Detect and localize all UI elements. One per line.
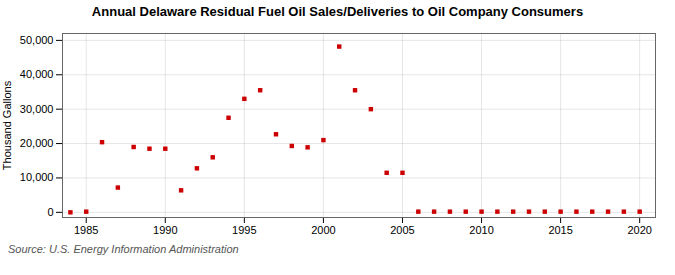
svg-text:1995: 1995 xyxy=(232,224,256,236)
svg-text:2020: 2020 xyxy=(627,224,651,236)
html-text:Annual Delaware Residual Fuel: Annual Delaware Residual Fuel Oil Sales/… xyxy=(91,4,584,19)
svg-text:50,000: 50,000 xyxy=(20,34,54,46)
svg-text:10,000: 10,000 xyxy=(20,171,54,183)
svg-text:20,000: 20,000 xyxy=(20,137,54,149)
svg-text:0: 0 xyxy=(47,206,53,218)
svg-text:Thousand Gallons: Thousand Gallons xyxy=(1,80,13,170)
svg-text:2015: 2015 xyxy=(548,224,572,236)
svg-text:40,000: 40,000 xyxy=(20,68,54,80)
svg-text:30,000: 30,000 xyxy=(20,103,54,115)
html-text:Source: U.S. Energy Informatio: Source: U.S. Energy Information Administ… xyxy=(8,243,239,255)
svg-text:2000: 2000 xyxy=(311,224,335,236)
svg-text:2010: 2010 xyxy=(469,224,493,236)
svg-text:2005: 2005 xyxy=(390,224,414,236)
svg-text:1990: 1990 xyxy=(153,224,177,236)
svg-text:1985: 1985 xyxy=(74,224,98,236)
